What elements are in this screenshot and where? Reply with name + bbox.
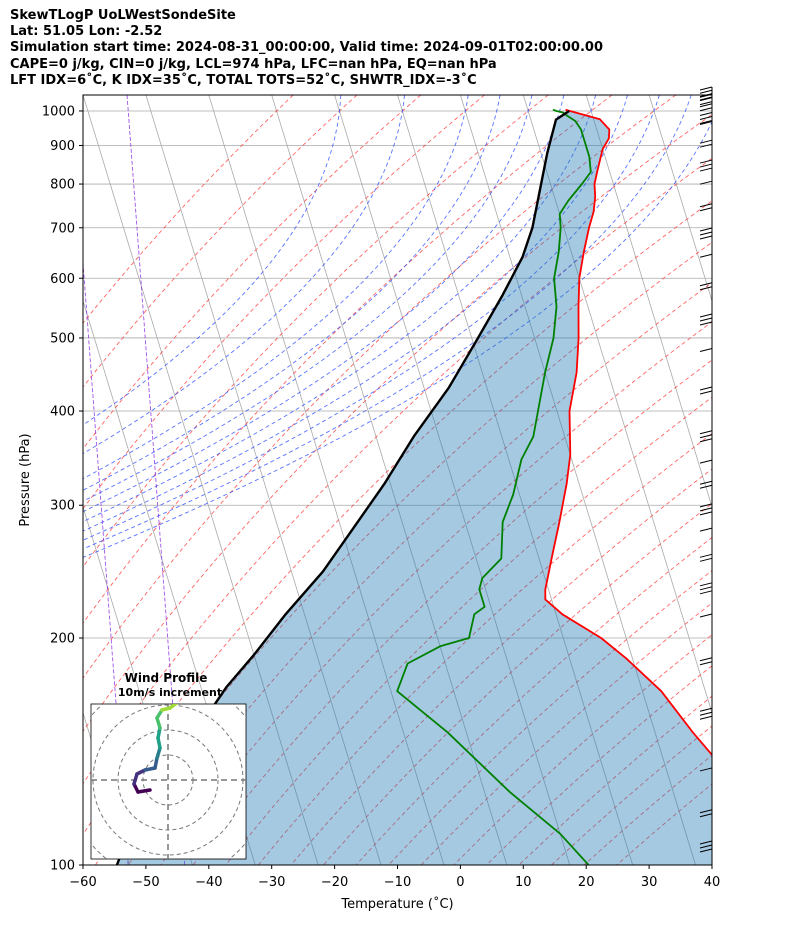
header-line-4: CAPE=0 j/kg, CIN=0 j/kg, LCL=974 hPa, LF… bbox=[10, 57, 497, 72]
x-tick-label: 40 bbox=[704, 875, 721, 890]
dry-adiabat bbox=[83, 113, 712, 733]
isotherm-line bbox=[711, 95, 712, 97]
dry-adiabat bbox=[257, 433, 712, 865]
axis-ticks: −60 −50 −40 −30 −20 −10 0 10 20 30 40 100 200 300 400 5… bbox=[42, 104, 720, 890]
wind-barb bbox=[699, 180, 713, 206]
moist-adiabat bbox=[83, 120, 712, 558]
isotherm-line bbox=[585, 95, 712, 509]
x-tick-label: 30 bbox=[641, 875, 658, 890]
wind-barb bbox=[699, 613, 713, 639]
wind-barb bbox=[699, 313, 713, 338]
dry-adiabat bbox=[323, 503, 712, 865]
wind-barb bbox=[699, 347, 713, 373]
x-axis-label: Temperature (˚C) bbox=[340, 896, 453, 912]
dry-adiabat bbox=[95, 241, 712, 865]
moist-adiabat bbox=[83, 95, 628, 532]
x-tick-label: −10 bbox=[384, 875, 411, 890]
moist-adiabat bbox=[83, 95, 597, 523]
wind-barb bbox=[699, 527, 713, 553]
moist-adiabat bbox=[83, 95, 692, 550]
hodograph-segment bbox=[136, 788, 152, 794]
wind-barb bbox=[699, 553, 713, 579]
y-tick-label: 400 bbox=[50, 405, 75, 420]
header-line-5: LFT IDX=6˚C, K IDX=35˚C, TOTAL TOTS=52˚C… bbox=[10, 73, 477, 88]
wind-barb bbox=[699, 809, 713, 834]
wind-barb bbox=[699, 480, 713, 506]
wind-barb bbox=[699, 707, 713, 733]
x-tick-label: −30 bbox=[258, 875, 285, 890]
background-grid bbox=[0, 95, 712, 865]
wind-barb bbox=[699, 253, 713, 279]
isotherm-line bbox=[0, 95, 4, 865]
y-tick-label: 800 bbox=[50, 178, 75, 193]
x-tick-label: −60 bbox=[69, 875, 96, 890]
dewpoint-line bbox=[396, 108, 592, 865]
moist-adiabat bbox=[83, 95, 533, 502]
dry-adiabat bbox=[83, 157, 712, 785]
wind-barb bbox=[699, 840, 713, 865]
wind-barb bbox=[699, 203, 713, 228]
header-line-3: Simulation start time: 2024-08-31_00:00:… bbox=[10, 40, 603, 55]
isotherm-line bbox=[83, 711, 130, 865]
header-line-1: SkewTLogP UoLWestSondeSite bbox=[10, 8, 236, 23]
x-tick-label: −50 bbox=[132, 875, 159, 890]
inset-title: Wind Profile bbox=[125, 671, 208, 685]
y-tick-label: 500 bbox=[50, 331, 75, 346]
isotherm-line bbox=[334, 95, 571, 865]
isotherm-line bbox=[0, 95, 67, 865]
y-tick-label: 1000 bbox=[42, 104, 75, 119]
x-tick-label: 20 bbox=[578, 875, 595, 890]
wind-barb bbox=[699, 767, 713, 792]
dry-adiabat bbox=[83, 95, 358, 388]
dry-adiabat bbox=[83, 95, 549, 568]
wind-barb bbox=[699, 159, 713, 185]
isotherm-line bbox=[522, 95, 712, 715]
y-tick-label: 900 bbox=[50, 139, 75, 154]
wind-barb bbox=[699, 459, 713, 485]
y-tick-label: 100 bbox=[50, 859, 75, 874]
hodograph-segment bbox=[168, 704, 179, 710]
y-tick-label: 200 bbox=[50, 632, 75, 647]
x-tick-label: 0 bbox=[456, 875, 464, 890]
cape-shading bbox=[116, 109, 712, 865]
isotherm-line bbox=[83, 95, 319, 865]
wind-barb bbox=[699, 503, 713, 528]
wind-barbs bbox=[699, 86, 713, 865]
moist-adiabat bbox=[83, 95, 469, 480]
y-tick-label: 600 bbox=[50, 272, 75, 287]
x-tick-label: −40 bbox=[195, 875, 222, 890]
y-tick-label: 700 bbox=[50, 221, 75, 236]
dry-adiabat bbox=[83, 95, 677, 679]
x-tick-label: −20 bbox=[321, 875, 348, 890]
isotherm-line bbox=[648, 95, 712, 303]
isotherm-line bbox=[271, 95, 508, 865]
wind-barb bbox=[699, 657, 713, 682]
dry-adiabat bbox=[83, 95, 421, 450]
dry-adiabat bbox=[83, 200, 712, 836]
inset-subtitle: 10m/s increment bbox=[118, 686, 222, 699]
y-tick-label: 300 bbox=[50, 499, 75, 514]
dry-adiabat bbox=[83, 95, 613, 624]
isotherm-line bbox=[208, 95, 445, 865]
x-tick-label: 10 bbox=[515, 875, 532, 890]
isotherm-line bbox=[145, 95, 382, 865]
wind-barb bbox=[699, 430, 713, 455]
wind-barb bbox=[699, 227, 713, 253]
moist-adiabat bbox=[83, 95, 660, 541]
wind-barb bbox=[699, 282, 713, 307]
y-axis-label: Pressure (hPa) bbox=[18, 433, 33, 526]
isotherm-line bbox=[460, 95, 696, 865]
dry-adiabat bbox=[192, 359, 712, 865]
header-line-2: Lat: 51.05 Lon: -2.52 bbox=[10, 24, 163, 39]
moist-adiabat bbox=[83, 95, 565, 513]
cape-cin-fill bbox=[116, 109, 712, 865]
wind-barb bbox=[699, 386, 713, 412]
temperature-line bbox=[544, 108, 712, 757]
wind-profile-inset: Wind Profile 10m/s increment bbox=[90, 671, 247, 860]
wind-barb bbox=[699, 582, 713, 607]
